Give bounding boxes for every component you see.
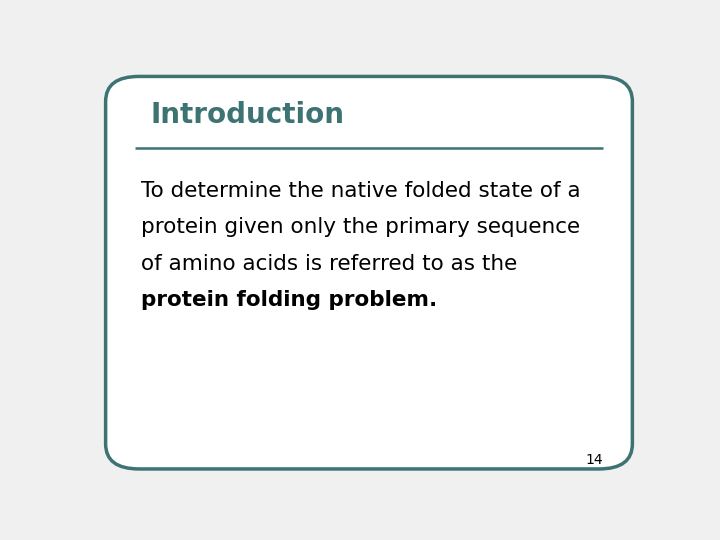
Text: protein folding problem.: protein folding problem.	[141, 290, 438, 310]
Text: 14: 14	[586, 453, 603, 467]
FancyBboxPatch shape	[106, 77, 632, 469]
Text: of amino acids is referred to as the: of amino acids is referred to as the	[141, 254, 518, 274]
Text: protein given only the primary sequence: protein given only the primary sequence	[141, 218, 580, 238]
Text: Introduction: Introduction	[150, 101, 344, 129]
Text: To determine the native folded state of a: To determine the native folded state of …	[141, 181, 581, 201]
